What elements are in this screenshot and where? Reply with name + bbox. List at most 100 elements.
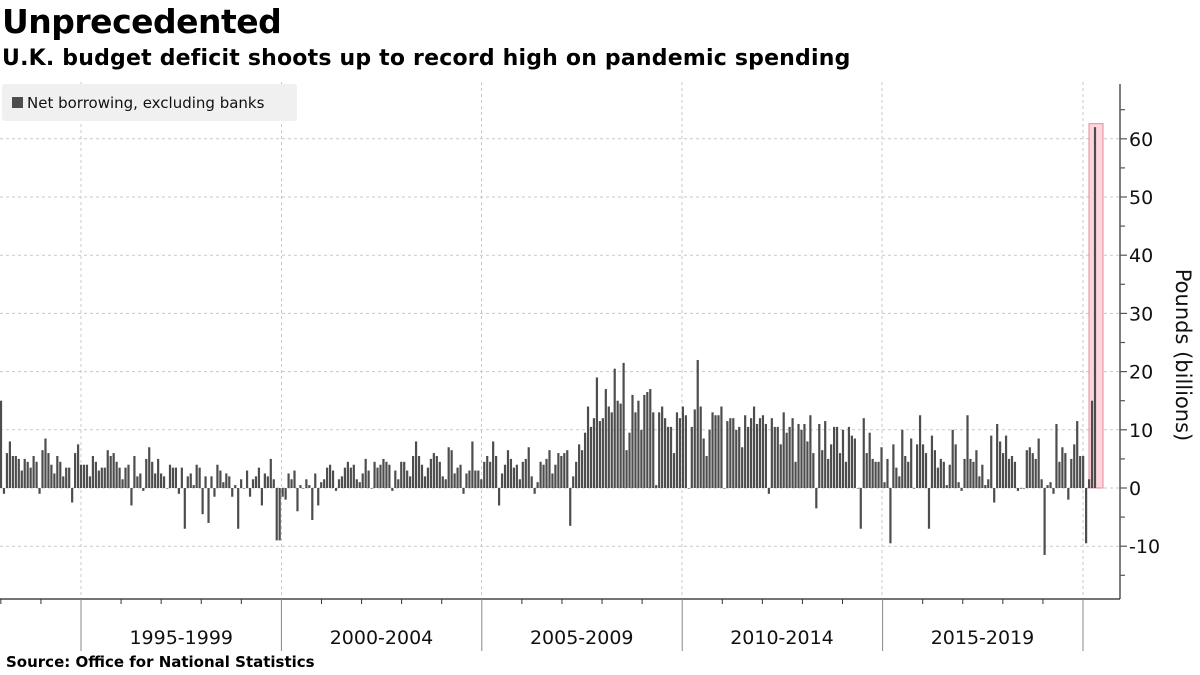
bar: [1079, 455, 1082, 488]
bar: [874, 461, 877, 488]
bar: [741, 447, 744, 488]
bar: [921, 444, 925, 488]
bar: [924, 453, 928, 488]
bar: [168, 464, 172, 488]
bar: [542, 464, 545, 488]
bar: [918, 415, 922, 488]
bar: [340, 476, 344, 488]
bar: [752, 406, 756, 488]
x-period-label: 2010-2014: [730, 627, 834, 649]
bar: [287, 473, 290, 488]
bar: [412, 455, 415, 488]
bar: [889, 488, 892, 544]
bar: [231, 488, 234, 497]
bar: [1010, 455, 1014, 488]
bar: [317, 488, 320, 506]
bar: [68, 467, 71, 488]
bar: [171, 467, 175, 488]
bar: [592, 418, 596, 488]
bar: [278, 488, 281, 541]
bar: [895, 467, 898, 488]
bar: [678, 418, 682, 488]
bar: [1087, 479, 1091, 488]
bar: [148, 447, 151, 488]
bar: [966, 415, 969, 488]
bar: [198, 467, 201, 488]
bar: [497, 488, 501, 506]
bar: [266, 476, 269, 488]
bar: [942, 461, 945, 488]
bar: [838, 453, 842, 488]
bar: [877, 461, 880, 488]
bar: [159, 473, 163, 488]
bar: [293, 470, 296, 488]
bar: [1061, 447, 1064, 488]
bar: [38, 488, 41, 494]
y-tick-label: 60: [1129, 129, 1153, 151]
bar: [379, 464, 382, 488]
bar: [625, 450, 628, 488]
bar: [1004, 435, 1008, 488]
bar: [180, 467, 183, 488]
bar: [975, 450, 978, 488]
bar: [936, 467, 939, 488]
bar: [207, 488, 210, 523]
bar: [619, 403, 622, 488]
bar: [560, 455, 563, 488]
bar: [245, 470, 249, 488]
bar: [999, 441, 1002, 488]
bar: [88, 476, 92, 488]
bar: [1067, 488, 1070, 500]
bar: [53, 473, 56, 488]
gridlines: [0, 82, 1120, 599]
bar: [530, 476, 533, 488]
bar: [1022, 488, 1025, 489]
bar: [346, 461, 349, 488]
bar: [824, 421, 827, 488]
bar: [480, 479, 483, 488]
bar: [883, 482, 886, 488]
bar: [767, 488, 770, 494]
bar: [524, 458, 527, 488]
bar: [939, 458, 942, 488]
bar: [945, 485, 948, 488]
bar: [960, 488, 963, 491]
bar: [400, 461, 403, 488]
bar: [539, 461, 542, 488]
bar: [272, 479, 275, 488]
bar: [1064, 453, 1067, 488]
bar: [213, 488, 216, 497]
bar: [281, 488, 284, 497]
bar: [631, 394, 634, 488]
bar: [459, 464, 462, 488]
bar: [515, 464, 518, 488]
x-axis-labels: 1995-1999 2000-2004 2005-2009 2010-2014 2015…: [129, 627, 1034, 649]
bar: [583, 432, 587, 488]
bar: [649, 389, 652, 488]
bar: [361, 473, 364, 488]
x-period-label: 2000-2004: [330, 627, 434, 649]
bar: [580, 450, 584, 488]
bar: [1093, 127, 1097, 488]
bar: [984, 485, 987, 488]
bar: [978, 476, 981, 488]
bar: [337, 479, 341, 488]
chart-subtitle: U.K. budget deficit shoots up to record …: [2, 46, 851, 71]
bar: [646, 391, 649, 488]
bar: [785, 432, 788, 488]
bar: [103, 467, 106, 488]
bar: [1037, 438, 1040, 488]
bar: [1073, 444, 1076, 488]
bar: [527, 447, 530, 488]
bar: [11, 455, 14, 488]
bar: [681, 406, 684, 488]
bar: [1070, 458, 1073, 488]
bar: [453, 473, 456, 488]
bar: [933, 450, 937, 488]
bar: [714, 415, 717, 488]
bar: [586, 406, 590, 488]
bar: [1001, 453, 1005, 488]
bar: [693, 409, 696, 488]
bar: [732, 418, 735, 488]
y-tick-label: 10: [1129, 420, 1153, 442]
